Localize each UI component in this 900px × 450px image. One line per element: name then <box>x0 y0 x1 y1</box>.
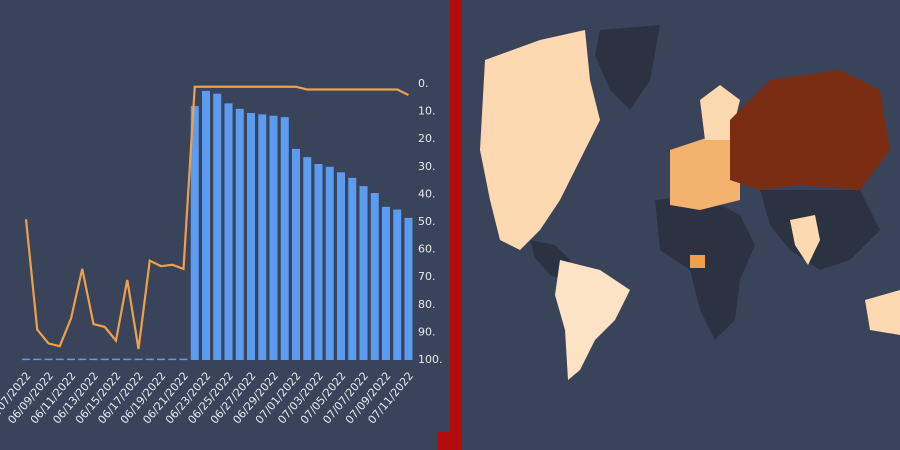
bar <box>337 172 345 360</box>
bar <box>235 108 244 360</box>
bar <box>123 358 132 361</box>
y-tick-label: 80. <box>418 298 436 311</box>
bar <box>393 209 402 360</box>
y-tick-label: 40. <box>418 187 436 200</box>
bar <box>145 358 154 361</box>
bar <box>67 358 75 361</box>
bar <box>359 186 368 360</box>
bar <box>303 157 312 360</box>
bar <box>179 358 188 361</box>
india <box>790 215 820 265</box>
y-tick-label: 100. <box>418 353 443 366</box>
greenland <box>595 25 660 110</box>
north-america <box>480 30 600 250</box>
y-tick-label: 30. <box>418 160 436 173</box>
y-tick-label: 50. <box>418 215 436 228</box>
europe <box>670 130 740 210</box>
y-tick-label: 90. <box>418 325 436 338</box>
bar <box>202 90 210 361</box>
bar <box>33 358 42 361</box>
divider <box>450 0 462 450</box>
bar <box>382 206 390 360</box>
bar <box>370 193 379 360</box>
nigeria <box>690 255 705 268</box>
bar <box>190 106 199 360</box>
australia <box>865 290 900 335</box>
bar <box>89 358 98 361</box>
bar <box>22 358 30 361</box>
bar <box>100 358 109 361</box>
y-tick-label: 20. <box>418 132 436 145</box>
bar <box>314 164 323 360</box>
bar <box>44 358 53 361</box>
bar <box>404 217 413 360</box>
asia <box>760 190 880 270</box>
bar <box>157 358 165 361</box>
bar <box>280 117 289 361</box>
y-tick-label: 70. <box>418 270 436 283</box>
south-america <box>555 260 630 380</box>
bar <box>213 93 222 360</box>
world-map <box>462 0 900 450</box>
bar <box>258 114 267 360</box>
bar <box>348 177 357 360</box>
bar <box>134 358 143 361</box>
bar <box>168 358 177 361</box>
russia <box>730 70 890 190</box>
bar <box>78 358 87 361</box>
bar <box>224 103 233 360</box>
divider-notch <box>437 432 450 450</box>
bar <box>292 148 300 360</box>
y-tick-label: 60. <box>418 243 436 256</box>
bar <box>55 358 64 361</box>
line <box>24 85 409 350</box>
bar <box>112 358 120 361</box>
bar <box>247 112 255 360</box>
y-tick-label: 10. <box>418 105 436 118</box>
bar <box>269 115 278 361</box>
y-tick-label: 0. <box>418 77 429 90</box>
bar <box>325 166 334 360</box>
